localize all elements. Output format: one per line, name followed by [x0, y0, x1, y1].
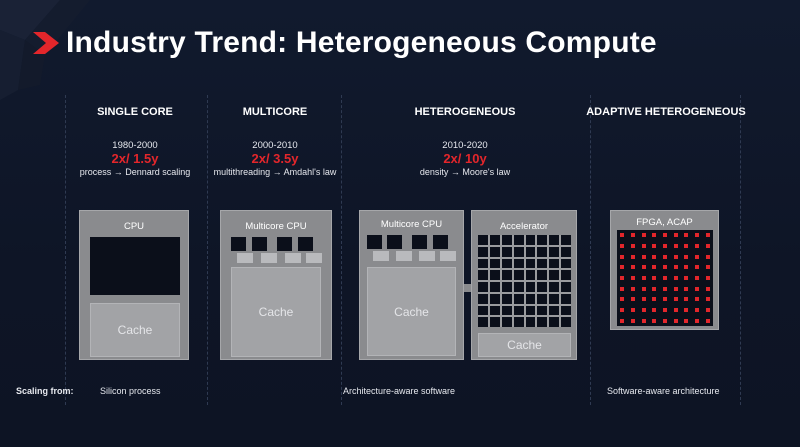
- core-connector: [306, 253, 322, 263]
- cpu-core: [412, 235, 427, 249]
- cpu-core: [387, 235, 402, 249]
- column-years: 1980-2000: [112, 140, 158, 151]
- accelerator-grid: [478, 235, 571, 327]
- cache-block: Cache: [90, 303, 180, 357]
- column-divider: [341, 95, 342, 405]
- column-years: 2000-2010: [252, 140, 298, 151]
- chevron-logo-icon: [33, 32, 59, 54]
- column-law: process → Dennard scaling: [79, 167, 191, 177]
- footer-silicon-process: Silicon process: [100, 386, 161, 396]
- multicore-cpu-label: Multicore CPU: [245, 221, 307, 232]
- hetero-cpu-label: Multicore CPU: [380, 219, 443, 230]
- column-divider: [740, 95, 741, 405]
- cache-block: Cache: [367, 267, 456, 356]
- cpu-label: CPU: [123, 221, 145, 232]
- multicore-cpu-panel: Multicore CPU Cache: [220, 210, 332, 360]
- core-connector: [440, 251, 456, 261]
- accelerator-label: Accelerator: [499, 221, 549, 232]
- cpu-core: [90, 237, 180, 295]
- footer-architecture-aware-software: Architecture-aware software: [343, 386, 456, 396]
- accelerator-panel: Accelerator Cache: [471, 210, 577, 360]
- cpu-core: [367, 235, 382, 249]
- cpu-core: [252, 237, 267, 251]
- column-heading-multicore: MULTICORE: [242, 106, 308, 118]
- core-connector: [261, 253, 277, 263]
- column-heading-single-core: SINGLE CORE: [97, 106, 173, 118]
- background-polygon-decoration: [0, 0, 90, 100]
- column-divider: [207, 95, 208, 405]
- core-connector: [285, 253, 301, 263]
- core-connector: [237, 253, 253, 263]
- column-rate: 2x/ 1.5y: [111, 151, 159, 166]
- hetero-cpu-panel: Multicore CPU Cache: [359, 210, 464, 360]
- fpga-logic-grid: [617, 230, 713, 326]
- core-connector: [396, 251, 412, 261]
- core-connector: [419, 251, 435, 261]
- column-law: multithreading → Amdahl's law: [213, 167, 337, 177]
- slide-title: Industry Trend: Heterogeneous Compute: [66, 26, 657, 59]
- column-rate: 2x/ 3.5y: [251, 151, 299, 166]
- footer-software-aware-architecture: Software-aware architecture: [607, 386, 720, 396]
- cpu-accelerator-link: [464, 284, 471, 292]
- cpu-core: [277, 237, 292, 251]
- column-divider: [590, 95, 591, 405]
- cache-block: Cache: [231, 267, 321, 357]
- column-heading-heterogeneous: HETEROGENEOUS: [414, 106, 516, 118]
- column-years: 2010-2020: [442, 140, 488, 151]
- fpga-acap-label: FPGA, ACAP: [636, 217, 693, 228]
- core-connector: [373, 251, 389, 261]
- fpga-acap-panel: FPGA, ACAP: [610, 210, 719, 330]
- column-divider: [65, 95, 66, 405]
- column-rate: 2x/ 10y: [443, 151, 487, 166]
- cpu-core: [298, 237, 313, 251]
- cpu-core: [231, 237, 246, 251]
- cache-block: Cache: [478, 333, 571, 357]
- scaling-from-label: Scaling from:: [16, 386, 74, 396]
- column-law: density → Moore's law: [419, 167, 511, 177]
- column-heading-adaptive-heterogeneous: ADAPTIVE HETEROGENEOUS: [586, 106, 746, 118]
- cpu-panel: CPU Cache: [79, 210, 189, 360]
- cpu-core: [433, 235, 448, 249]
